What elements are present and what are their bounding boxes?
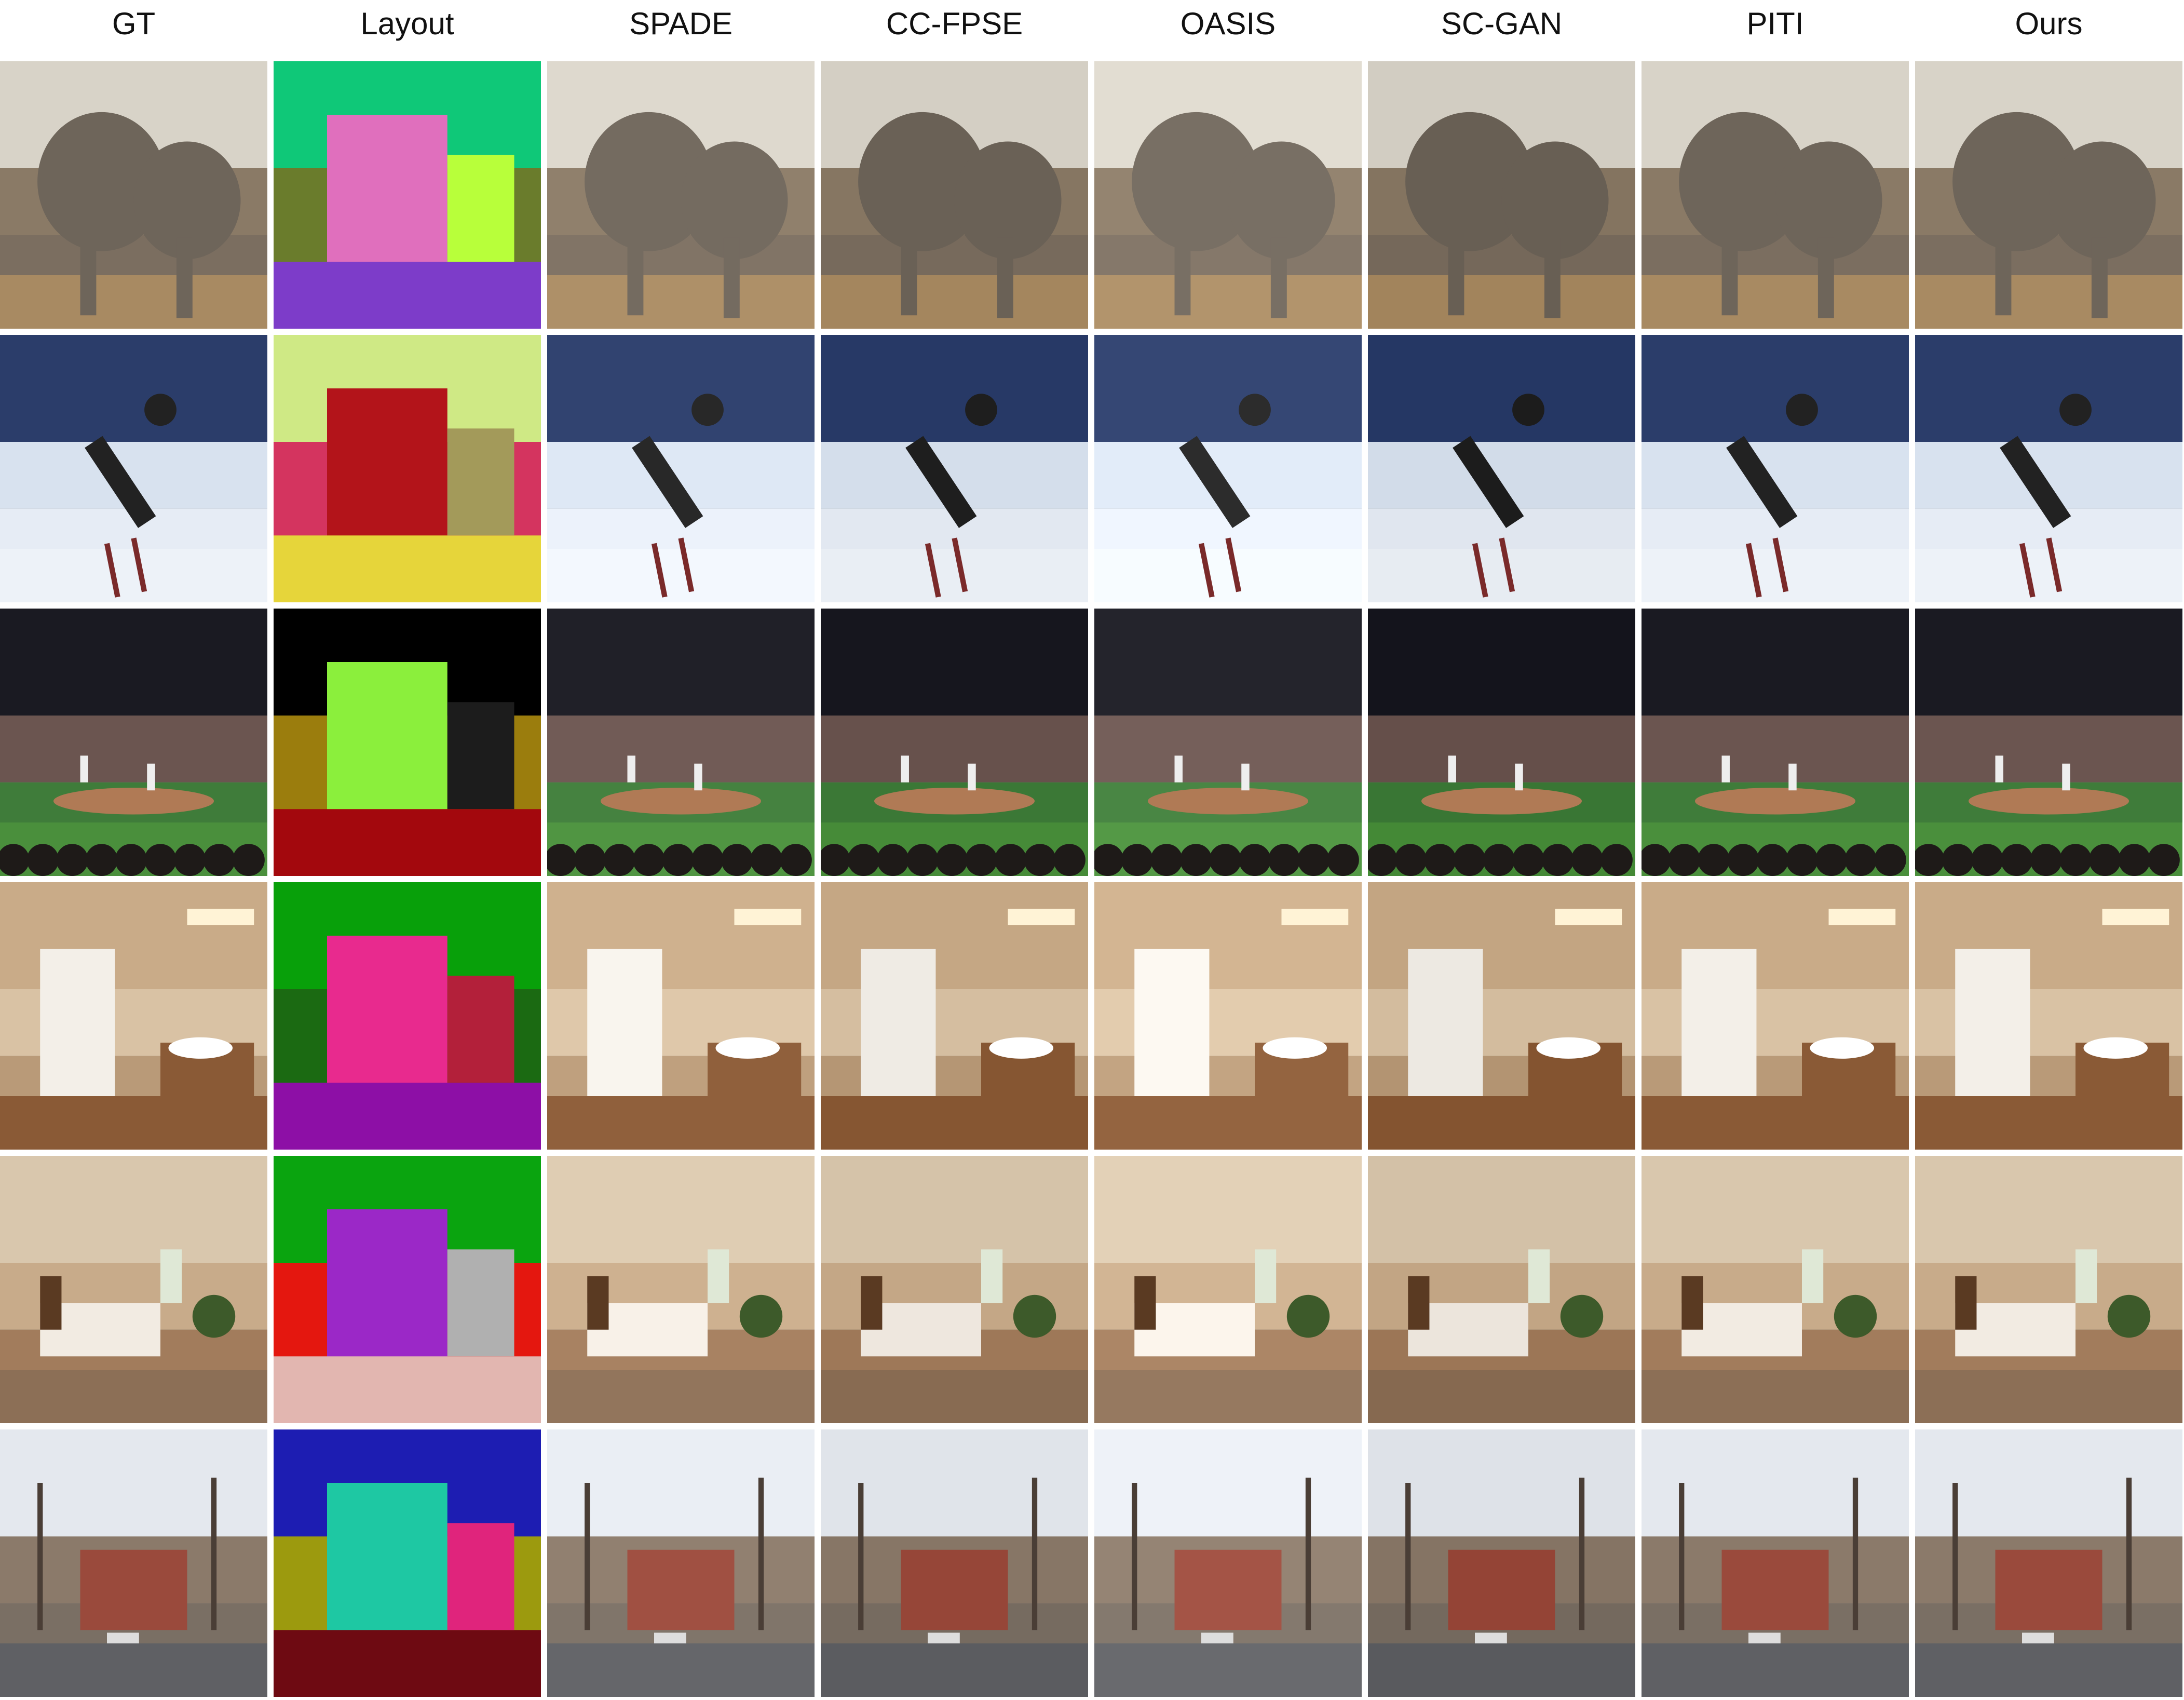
image-skier-spade xyxy=(547,335,815,602)
column-header-ours: Ours xyxy=(2015,6,2083,41)
image-elephants-layout xyxy=(274,61,541,329)
image-street-ours xyxy=(1915,1429,2182,1697)
image-skier-layout xyxy=(274,335,541,602)
image-elephants-spade xyxy=(547,61,815,329)
image-street-oasis xyxy=(1094,1429,1362,1697)
image-elephants-gt xyxy=(0,61,267,329)
image-bedroom-sc-gan xyxy=(1368,1156,1635,1423)
image-skier-cc-fpse xyxy=(821,335,1088,602)
image-street-piti xyxy=(1642,1429,1909,1697)
column-header-cc-fpse: CC-FPSE xyxy=(886,6,1023,41)
image-street-layout xyxy=(274,1429,541,1697)
image-baseball-piti xyxy=(1642,609,1909,876)
image-elephants-cc-fpse xyxy=(821,61,1088,329)
image-elephants-sc-gan xyxy=(1368,61,1635,329)
image-bathroom-gt xyxy=(0,882,267,1150)
image-bathroom-oasis xyxy=(1094,882,1362,1150)
image-bathroom-sc-gan xyxy=(1368,882,1635,1150)
image-baseball-ours xyxy=(1915,609,2182,876)
column-header-spade: SPADE xyxy=(629,6,732,41)
image-baseball-spade xyxy=(547,609,815,876)
image-bathroom-cc-fpse xyxy=(821,882,1088,1150)
image-bathroom-layout xyxy=(274,882,541,1150)
image-bathroom-ours xyxy=(1915,882,2182,1150)
image-elephants-ours xyxy=(1915,61,2182,329)
image-street-cc-fpse xyxy=(821,1429,1088,1697)
column-header-oasis: OASIS xyxy=(1180,6,1276,41)
image-bathroom-spade xyxy=(547,882,815,1150)
image-bedroom-cc-fpse xyxy=(821,1156,1088,1423)
image-skier-sc-gan xyxy=(1368,335,1635,602)
column-header-layout: Layout xyxy=(360,6,454,41)
image-baseball-layout xyxy=(274,609,541,876)
image-baseball-sc-gan xyxy=(1368,609,1635,876)
image-skier-piti xyxy=(1642,335,1909,602)
image-baseball-oasis xyxy=(1094,609,1362,876)
image-elephants-piti xyxy=(1642,61,1909,329)
image-baseball-gt xyxy=(0,609,267,876)
image-bathroom-piti xyxy=(1642,882,1909,1150)
image-bedroom-layout xyxy=(274,1156,541,1423)
image-bedroom-piti xyxy=(1642,1156,1909,1423)
column-header-piti: PITI xyxy=(1746,6,1804,41)
column-header-sc-gan: SC-GAN xyxy=(1441,6,1563,41)
image-skier-ours xyxy=(1915,335,2182,602)
image-street-gt xyxy=(0,1429,267,1697)
column-header-gt: GT xyxy=(112,6,156,41)
image-elephants-oasis xyxy=(1094,61,1362,329)
image-bedroom-spade xyxy=(547,1156,815,1423)
image-bedroom-ours xyxy=(1915,1156,2182,1423)
image-street-spade xyxy=(547,1429,815,1697)
image-street-sc-gan xyxy=(1368,1429,1635,1697)
image-bedroom-oasis xyxy=(1094,1156,1362,1423)
image-skier-oasis xyxy=(1094,335,1362,602)
image-baseball-cc-fpse xyxy=(821,609,1088,876)
image-skier-gt xyxy=(0,335,267,602)
image-bedroom-gt xyxy=(0,1156,267,1423)
